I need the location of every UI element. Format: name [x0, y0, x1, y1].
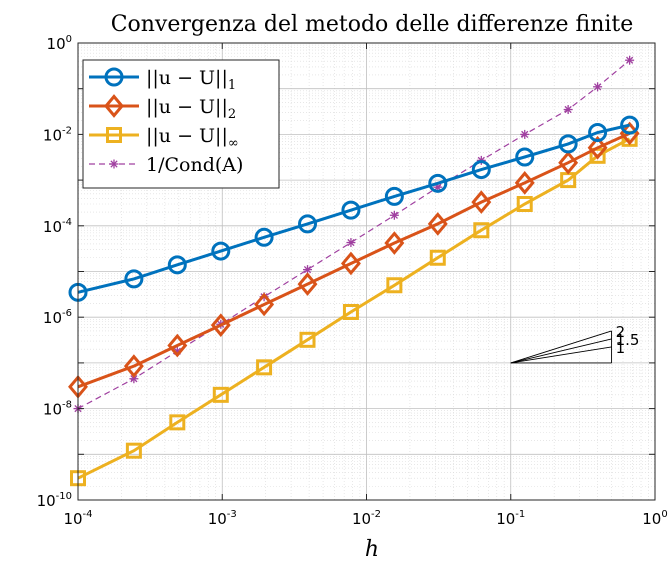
- data-point: [384, 231, 405, 255]
- x-tick-label: 10-1: [496, 509, 525, 528]
- asterisk-d2: [110, 160, 118, 168]
- slope-line: [510, 330, 612, 364]
- legend-label: ||u − U||2: [146, 96, 236, 122]
- data-point: [256, 359, 273, 376]
- data-point: [558, 134, 578, 154]
- asterisk-d2: [564, 105, 572, 114]
- y-tick-label: 10-4: [43, 217, 72, 236]
- data-point: [625, 55, 635, 65]
- slope-triangle: 21.51: [510, 323, 640, 364]
- y-tick-label: 10-8: [43, 400, 72, 419]
- data-point: [587, 135, 608, 160]
- chart-title: Convergenza del metodo delle differenze …: [111, 12, 634, 37]
- asterisk-d2: [347, 238, 355, 247]
- slope-label: 1: [616, 339, 626, 357]
- data-point: [210, 313, 231, 337]
- legend-marker: [109, 159, 119, 169]
- data-point: [298, 214, 318, 234]
- data-point: [389, 210, 399, 220]
- asterisk-d2: [626, 56, 634, 64]
- asterisk-d2: [593, 83, 602, 91]
- data-point: [516, 195, 533, 212]
- legend-marker: [106, 127, 122, 143]
- data-point: [167, 255, 187, 275]
- legend-marker: [104, 67, 124, 87]
- data-point: [129, 374, 139, 384]
- data-point: [471, 190, 492, 214]
- x-tick-label: 10-2: [352, 509, 381, 528]
- legend-item-4: 1/Cond(A): [89, 154, 243, 176]
- data-point: [471, 160, 491, 180]
- legend-box: [82, 59, 280, 189]
- data-point: [341, 200, 361, 220]
- data-point: [299, 331, 316, 348]
- asterisk-d2: [130, 375, 138, 383]
- x-tick-label: 100: [642, 509, 667, 528]
- data-point: [342, 303, 359, 320]
- slope-label: 2: [616, 323, 626, 341]
- series-3: [70, 130, 638, 487]
- data-point: [211, 241, 231, 261]
- series-line: [77, 132, 631, 389]
- data-point: [384, 186, 404, 206]
- data-point: [620, 115, 640, 135]
- data-point: [558, 150, 579, 175]
- x-tick-label: 10-3: [208, 509, 237, 528]
- y-tick-label: 100: [47, 34, 72, 53]
- slope-label: 1.5: [616, 331, 640, 349]
- data-point: [254, 227, 274, 247]
- legend-label: ||u − U||1: [146, 67, 236, 93]
- asterisk-d2: [303, 265, 312, 274]
- asterisk-d2: [434, 183, 442, 191]
- data-point: [473, 222, 490, 239]
- legend-item-2: ||u − U||2: [89, 94, 236, 122]
- data-point: [427, 212, 448, 236]
- data-point: [386, 277, 403, 294]
- legend-item-3: ||u − U||∞: [89, 125, 239, 151]
- legend-label: ||u − U||∞: [146, 125, 239, 151]
- data-point: [167, 333, 188, 358]
- series-layer: [68, 55, 640, 487]
- series-1: [68, 115, 640, 302]
- data-point: [588, 123, 608, 143]
- data-point: [212, 386, 229, 403]
- data-point: [169, 414, 186, 431]
- data-point: [346, 238, 356, 248]
- axes: [77, 42, 656, 501]
- y-tick-label: 10-2: [43, 125, 72, 144]
- y-tick-label: 10-6: [43, 308, 72, 327]
- data-point: [297, 272, 318, 296]
- data-point: [124, 269, 144, 289]
- data-point: [254, 292, 275, 317]
- data-point: [563, 105, 573, 115]
- data-point: [514, 171, 535, 195]
- data-point: [429, 249, 446, 266]
- asterisk-d2: [390, 211, 398, 219]
- data-point: [428, 173, 448, 193]
- data-point: [340, 251, 361, 276]
- legend-item-1: ||u − U||1: [89, 67, 236, 93]
- data-point: [123, 354, 144, 378]
- asterisk-d2: [521, 130, 529, 139]
- data-point: [593, 82, 603, 92]
- data-point: [520, 129, 530, 139]
- legend-marker: [104, 94, 124, 118]
- tick-labels: 10-4 10-3 10-2 10-1 100 10-10 10-8 10-6 10-4 10-2…: [37, 34, 668, 528]
- slope-line: [510, 346, 612, 364]
- y-tick-label: 10-10: [37, 491, 72, 510]
- legend: ||u − U||1 ||u − U||2 ||u − U||∞ 1/Cond(A): [82, 59, 280, 189]
- x-axis-label: h: [365, 537, 379, 562]
- slope-line: [510, 338, 612, 364]
- legend-label: 1/Cond(A): [146, 154, 243, 176]
- data-point: [125, 442, 142, 459]
- data-point: [515, 147, 535, 167]
- x-tick-label: 10-4: [63, 509, 92, 528]
